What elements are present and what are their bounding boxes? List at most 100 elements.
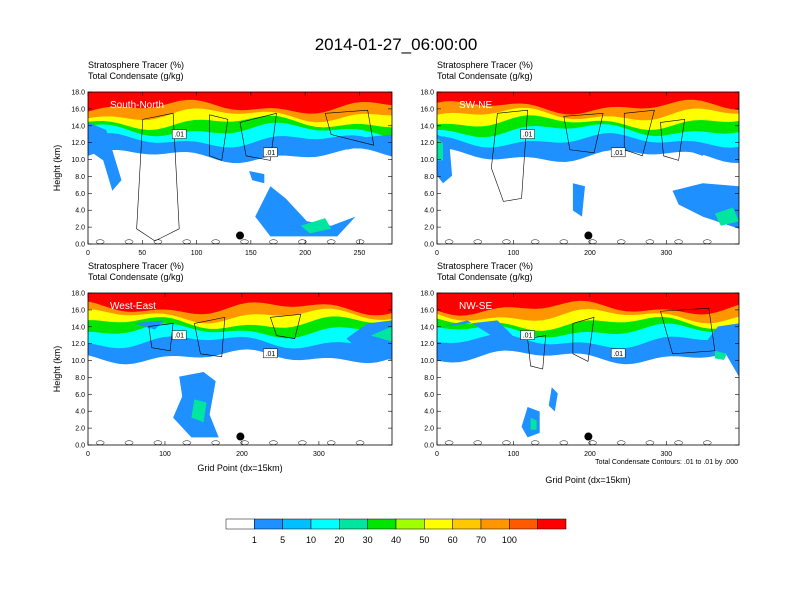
x-tick-label: 200	[584, 451, 596, 458]
y-tick-label: 12.0	[71, 341, 85, 348]
panel-3: Stratosphere Tracer (%)Total Condensate …	[52, 261, 393, 473]
y-tick-label: 0.0	[75, 242, 85, 249]
panel-label: NW-SE	[459, 301, 492, 312]
condensate-contour	[209, 114, 229, 161]
y-tick-label: 16.0	[71, 106, 85, 113]
contour-label: .01	[523, 333, 533, 340]
x-tick-label: 200	[236, 451, 248, 458]
colorbar-box	[310, 518, 340, 530]
y-tick-label: 4.0	[424, 409, 434, 416]
tracer-band-layer	[437, 293, 739, 316]
y-tick-label: 16.0	[420, 307, 434, 314]
y-tick-label: 18.0	[71, 90, 85, 97]
tracer-blob	[437, 137, 444, 161]
colorbar-box	[424, 518, 453, 530]
y-tick-label: 2.0	[75, 225, 85, 232]
contour-label-box	[520, 330, 535, 340]
condensate-contour	[623, 109, 655, 157]
y-tick-label: 6.0	[75, 191, 85, 198]
tracer-blob	[346, 134, 392, 150]
tracer-blob	[191, 399, 207, 423]
condensate-contour	[136, 112, 180, 242]
tracer-blob	[702, 323, 739, 377]
y-tick-label: 18.0	[420, 90, 434, 97]
condensate-contour	[194, 316, 226, 358]
x-tick-label: 0	[435, 250, 439, 257]
y-tick-label: 0.0	[424, 443, 434, 450]
tracer-blob	[714, 207, 739, 226]
tracer-band-layer	[437, 92, 739, 115]
x-tick-label: 200	[299, 250, 311, 257]
y-tick-label: 18.0	[71, 291, 85, 298]
tracer-blob	[714, 350, 727, 360]
condensate-contour	[572, 316, 595, 362]
tracer-blob	[443, 320, 513, 345]
y-axis-label: Height (km)	[52, 145, 62, 192]
colorbar-tick-label: 70	[476, 535, 486, 545]
plot-frame	[436, 292, 740, 446]
panel-4: Stratosphere Tracer (%)Total Condensate …	[420, 261, 740, 485]
location-marker	[236, 231, 244, 240]
contour-label-box	[171, 129, 187, 139]
colorbar-tick-label: 30	[363, 535, 373, 545]
y-tick-label: 6.0	[75, 392, 85, 399]
y-tick-label: 0.0	[424, 242, 434, 249]
plot-frame	[436, 91, 740, 245]
y-tick-label: 16.0	[71, 307, 85, 314]
x-tick-label: 300	[313, 451, 325, 458]
location-marker	[584, 432, 593, 441]
contour-label: .01	[174, 333, 184, 340]
x-tick-label: 0	[435, 451, 439, 458]
tracer-blob	[346, 320, 392, 360]
colorbar: 1 5 10 20 30 40 50 60 70 100	[225, 518, 567, 545]
contour-label-box	[610, 147, 626, 158]
panel-label: West-East	[110, 301, 156, 312]
x-tick-label: 100	[159, 451, 171, 458]
y-tick-label: 8.0	[75, 375, 85, 382]
panel-label: SW-NE	[459, 100, 492, 111]
panel-label: South-North	[110, 100, 164, 111]
x-axis-label: Grid Point (dx=15km)	[197, 463, 282, 473]
condensate-contour	[563, 112, 604, 154]
colorbar-tick-label: 50	[419, 535, 429, 545]
colorbar-box	[254, 518, 283, 530]
y-tick-label: 14.0	[71, 123, 85, 130]
plot-area: .01 .01	[88, 293, 392, 445]
tracer-blob	[255, 186, 356, 237]
tracer-band-layer	[88, 293, 392, 316]
x-tick-label: 100	[508, 250, 520, 257]
plot-area: .01 .01	[88, 92, 392, 244]
condensate-contour	[324, 109, 375, 146]
panel-header-condensate: Total Condensate (g/kg)	[437, 71, 533, 81]
colorbar-tick-label: 60	[448, 535, 458, 545]
contour-label: .01	[523, 132, 533, 139]
y-tick-label: 10.0	[71, 358, 85, 365]
condensate-contour	[491, 109, 528, 202]
x-tick-label: 200	[584, 250, 596, 257]
colorbar-tick-label: 20	[334, 535, 344, 545]
colorbar-box	[339, 518, 368, 530]
y-tick-label: 14.0	[420, 123, 434, 130]
colorbar-tick-label: 5	[280, 535, 285, 545]
y-tick-label: 4.0	[75, 409, 85, 416]
x-tick-label: 100	[508, 451, 520, 458]
y-tick-label: 4.0	[424, 208, 434, 215]
plot-frame	[87, 91, 393, 245]
panel-header-tracer: Stratosphere Tracer (%)	[88, 261, 184, 271]
condensate-contour	[660, 307, 716, 355]
location-marker	[584, 231, 593, 240]
tracer-blob	[370, 326, 392, 342]
contour-label: .01	[266, 351, 276, 358]
y-tick-label: 12.0	[71, 140, 85, 147]
x-tick-label: 0	[86, 451, 90, 458]
y-tick-label: 6.0	[424, 392, 434, 399]
plot-area: .01 .01	[437, 92, 739, 244]
tracer-blob	[530, 417, 537, 430]
y-tick-label: 10.0	[420, 358, 434, 365]
colorbar-tick-label: 10	[306, 535, 316, 545]
panel-header-tracer: Stratosphere Tracer (%)	[437, 60, 533, 70]
panel-1: Stratosphere Tracer (%)Total Condensate …	[52, 60, 393, 257]
colorbar-box	[395, 518, 425, 530]
contour-label-box	[610, 348, 626, 359]
x-tick-label: 250	[354, 250, 366, 257]
